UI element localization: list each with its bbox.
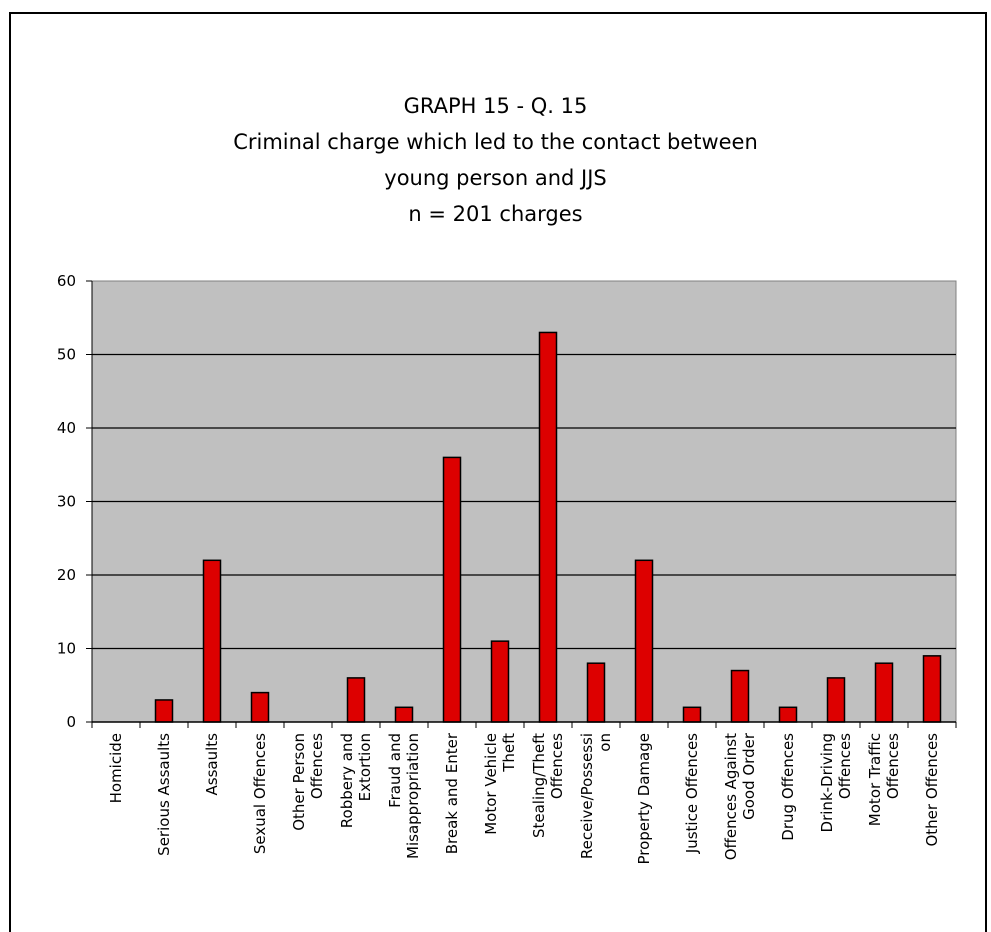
y-tick-label: 10 [57, 640, 76, 658]
title-line-2: Criminal charge which led to the contact… [233, 130, 758, 154]
category-label: Property Damage [635, 733, 653, 865]
category-label: Fraud and [386, 733, 404, 808]
category-label: Other Offences [923, 733, 941, 847]
category-label: Misappropriation [404, 733, 422, 859]
bar [250, 691, 270, 723]
y-tick-label: 0 [66, 713, 76, 731]
bar [826, 677, 846, 723]
bar [922, 655, 942, 723]
bar [586, 662, 606, 723]
title-line-4: n = 201 charges [408, 202, 583, 226]
chart-title: GRAPH 15 - Q. 15 Criminal charge which l… [0, 88, 991, 232]
chart-frame [9, 12, 987, 932]
category-label: Extortion [356, 733, 374, 801]
category-label: Other Person [290, 733, 308, 831]
category-label: Stealing/Theft [530, 733, 548, 838]
bar [682, 706, 702, 723]
category-label: Drink-Driving [818, 733, 836, 832]
category-label: Drug Offences [779, 733, 797, 841]
category-label: Offences [884, 733, 902, 799]
y-tick-label: 50 [57, 346, 76, 364]
bar [778, 706, 798, 723]
y-tick-label: 20 [57, 566, 76, 584]
category-label: Homicide [107, 733, 125, 803]
category-label: Assaults [203, 733, 221, 796]
bar [634, 559, 654, 723]
bar [394, 706, 414, 723]
bar [538, 331, 558, 723]
category-label: Sexual Offences [251, 733, 269, 854]
category-label: Justice Offences [683, 733, 701, 854]
category-label: on [596, 733, 614, 752]
bar [442, 456, 462, 723]
title-line-3: young person and JJS [384, 166, 607, 190]
category-label: Robbery and [338, 733, 356, 828]
bar [346, 677, 366, 723]
category-label: Offences Against [722, 733, 740, 860]
category-label: Receive/Possessi [578, 733, 596, 859]
y-tick-label: 30 [57, 493, 76, 511]
category-label: Motor Vehicle [482, 733, 500, 835]
category-label: Offences [548, 733, 566, 799]
bar [874, 662, 894, 723]
bar [154, 699, 174, 723]
bar [730, 669, 750, 723]
title-line-1: GRAPH 15 - Q. 15 [403, 94, 588, 118]
category-label: Theft [500, 733, 518, 773]
category-label: Motor Traffic [866, 733, 884, 826]
category-label: Good Order [740, 732, 758, 820]
category-label: Serious Assaults [155, 733, 173, 856]
bar [202, 559, 222, 723]
category-label: Offences [836, 733, 854, 799]
y-tick-label: 60 [57, 272, 76, 290]
bar [490, 640, 510, 723]
y-tick-label: 40 [57, 419, 76, 437]
category-label: Break and Enter [443, 732, 461, 854]
category-label: Offences [308, 733, 326, 799]
